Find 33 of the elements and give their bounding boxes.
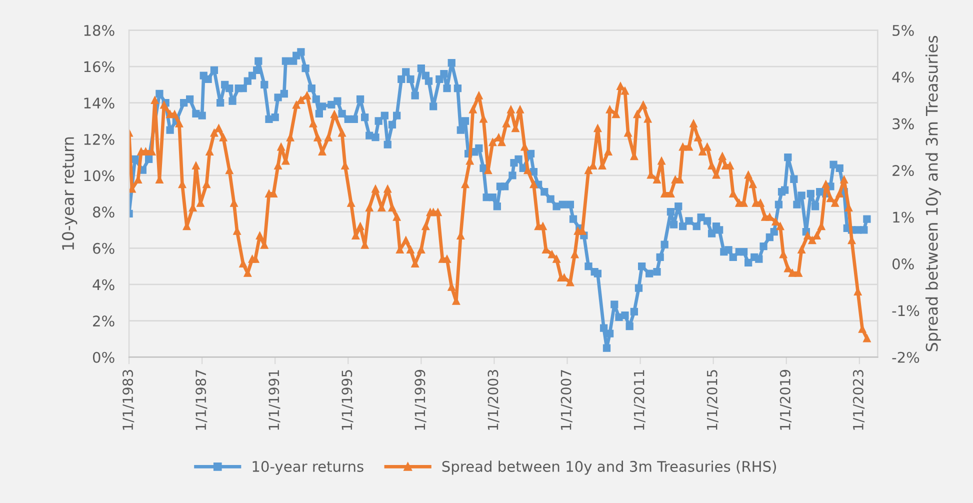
y-tick-label: 0% xyxy=(92,352,114,363)
x-tick-label: 1/1/2019 xyxy=(780,370,792,430)
y2-tick-label: 1% xyxy=(893,212,914,223)
x-tick-label: 1/1/2003 xyxy=(488,370,500,430)
y-tick-label: 14% xyxy=(84,98,114,109)
y2-tick-label: -1% xyxy=(892,305,920,316)
legend-label: 10-year returns xyxy=(252,460,364,475)
x-tick-label: 1/1/2011 xyxy=(634,370,646,430)
x-tick-label: 1/1/1987 xyxy=(196,370,208,430)
x-tick-label: 1/1/2023 xyxy=(852,370,865,430)
y2-tick-label: 5% xyxy=(892,24,914,36)
y-tick-label: 2% xyxy=(93,316,114,327)
y-axis-title: 10-year return xyxy=(62,137,78,250)
x-tick-label: 1/1/1983 xyxy=(122,370,134,430)
y2-tick-label: 0% xyxy=(892,258,914,270)
y2-tick-label: -2% xyxy=(892,352,920,363)
y2-tick-label: 4% xyxy=(892,72,914,83)
x-tick-label: 1/1/1995 xyxy=(342,370,354,430)
x-tick-label: 1/1/1991 xyxy=(268,370,280,430)
y2-tick-label: 2% xyxy=(892,165,914,176)
x-tick-label: 1/1/2007 xyxy=(560,370,572,430)
x-tick-label: 1/1/1999 xyxy=(414,370,426,430)
y-tick-label: 16% xyxy=(84,61,114,72)
y-tick-label: 12% xyxy=(84,134,114,145)
y2-tick-label: 3% xyxy=(892,118,914,130)
x-tick-label: 1/1/2015 xyxy=(706,370,718,430)
y-tick-label: 4% xyxy=(92,279,114,290)
y-tick-label: 8% xyxy=(92,206,114,218)
y-tick-label: 18% xyxy=(84,24,114,36)
y-tick-label: 10% xyxy=(84,170,114,182)
legend-label: Spread between 10y and 3m Treasuries (RHS) xyxy=(442,460,776,475)
y2-axis-title: Spread between 10y and 3m Treasuries xyxy=(925,36,941,352)
y-tick-label: 6% xyxy=(93,242,114,254)
